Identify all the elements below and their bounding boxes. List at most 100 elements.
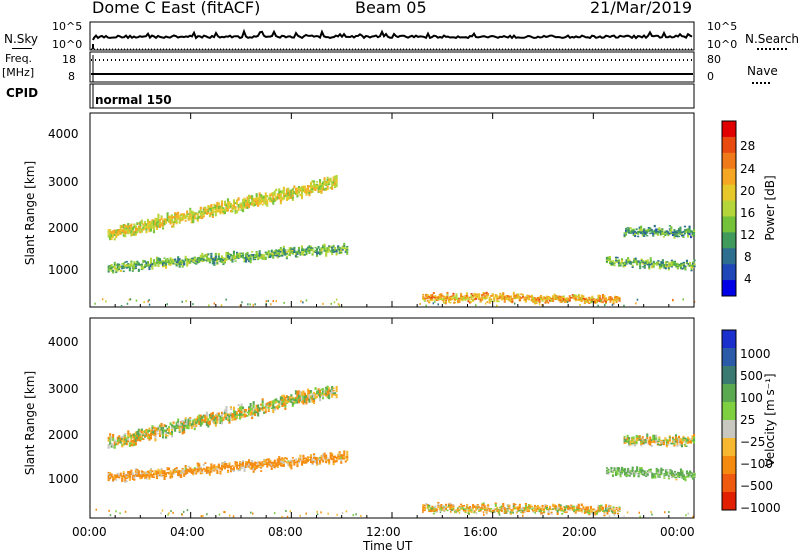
echo-cell <box>601 508 605 510</box>
echo-cell <box>282 398 285 403</box>
echo-cell <box>163 263 166 266</box>
echo-cell <box>239 462 242 465</box>
echo-cell <box>550 300 553 302</box>
echo-cell <box>655 229 658 231</box>
echo-cell <box>174 468 177 470</box>
echo-cell <box>143 226 147 228</box>
echo-cell <box>682 440 685 443</box>
echo-speckle <box>604 304 606 307</box>
echo-cell <box>180 263 183 265</box>
echo-cell <box>208 259 211 261</box>
echo-cell <box>172 470 175 473</box>
echo-cell <box>234 208 237 211</box>
echo-cell <box>239 416 242 420</box>
echo-cell <box>340 251 343 253</box>
echo-cell <box>202 215 205 218</box>
echo-cell <box>671 439 675 441</box>
echo-cell <box>556 512 559 515</box>
echo-cell <box>467 509 470 511</box>
echo-cell <box>643 229 646 232</box>
echo-cell <box>159 225 162 229</box>
echo-cell <box>187 418 190 422</box>
echo-cell <box>523 508 526 511</box>
echo-cell <box>544 301 547 304</box>
echo-cell <box>232 256 236 260</box>
echo-cell <box>668 440 671 442</box>
echo-cell <box>673 444 676 447</box>
echo-cell <box>568 506 571 508</box>
echo-cell <box>640 442 643 444</box>
echo-cell <box>470 511 473 513</box>
echo-cell <box>254 411 257 414</box>
echo-cell <box>658 471 661 474</box>
echo-cell <box>618 299 621 301</box>
echo-cell <box>190 469 193 472</box>
echo-cell <box>291 188 294 191</box>
echo-cell <box>139 437 142 440</box>
echo-cell <box>592 508 595 511</box>
vel-cbar-tick-100: 100 <box>740 391 763 405</box>
vel-cbar-tick-500: 500 <box>740 369 763 383</box>
echo-cell <box>207 424 210 428</box>
echo-cell <box>630 261 633 263</box>
echo-cell <box>544 299 547 302</box>
echo-cell <box>264 192 267 197</box>
echo-cell <box>136 474 139 476</box>
echo-cell <box>532 298 535 301</box>
echo-cell <box>121 477 124 479</box>
echo-cell <box>139 228 142 231</box>
echo-cell <box>168 215 171 219</box>
echo-cell <box>300 194 304 200</box>
echo-cell <box>323 177 326 180</box>
echo-cell <box>503 508 506 511</box>
echo-cell <box>205 411 208 417</box>
echo-cell <box>604 299 608 302</box>
echo-cell <box>282 253 285 256</box>
echo-cell <box>222 418 225 421</box>
echo-speckle <box>336 513 338 516</box>
echo-cell <box>285 457 288 460</box>
echo-cell <box>680 438 684 442</box>
echo-cell <box>242 460 245 462</box>
echo-cell <box>612 298 615 301</box>
echo-cell <box>192 211 195 216</box>
echo-cell <box>131 435 134 438</box>
echo-cell <box>634 445 637 447</box>
echo-cell <box>127 474 130 476</box>
echo-cell <box>290 398 293 401</box>
echo-cell <box>162 264 165 266</box>
echo-cell <box>113 474 116 476</box>
echo-cell <box>680 444 684 448</box>
echo-cell <box>509 513 512 515</box>
echo-cell <box>273 190 276 193</box>
echo-cell <box>165 431 168 435</box>
freq-left-tick-top: 18 <box>62 53 76 66</box>
echo-cell <box>666 471 669 473</box>
echo-cell <box>668 439 671 441</box>
echo-cell <box>248 411 251 414</box>
echo-cell <box>302 395 305 400</box>
echo-cell <box>145 265 148 267</box>
echo-cell <box>506 510 509 512</box>
echo-cell <box>657 470 660 473</box>
echo-cell <box>331 246 334 249</box>
echo-cell <box>577 294 580 296</box>
echo-cell <box>299 251 302 254</box>
echo-cell <box>208 205 211 208</box>
echo-cell <box>460 295 463 297</box>
echo-cell <box>559 508 562 510</box>
echo-cell <box>678 472 681 475</box>
echo-cell <box>332 387 335 389</box>
echo-cell <box>600 509 603 511</box>
echo-cell <box>171 474 174 477</box>
vel-cbar-tick-25: 25 <box>740 413 756 427</box>
echo-cell <box>643 472 646 475</box>
echo-cell <box>270 400 273 403</box>
echo-cell <box>137 229 140 232</box>
echo-cell <box>165 265 168 269</box>
echo-cell <box>603 297 606 300</box>
echo-cell <box>500 509 503 513</box>
echo-cell <box>175 262 178 265</box>
echo-cell <box>168 259 171 262</box>
echo-cell <box>261 462 264 464</box>
